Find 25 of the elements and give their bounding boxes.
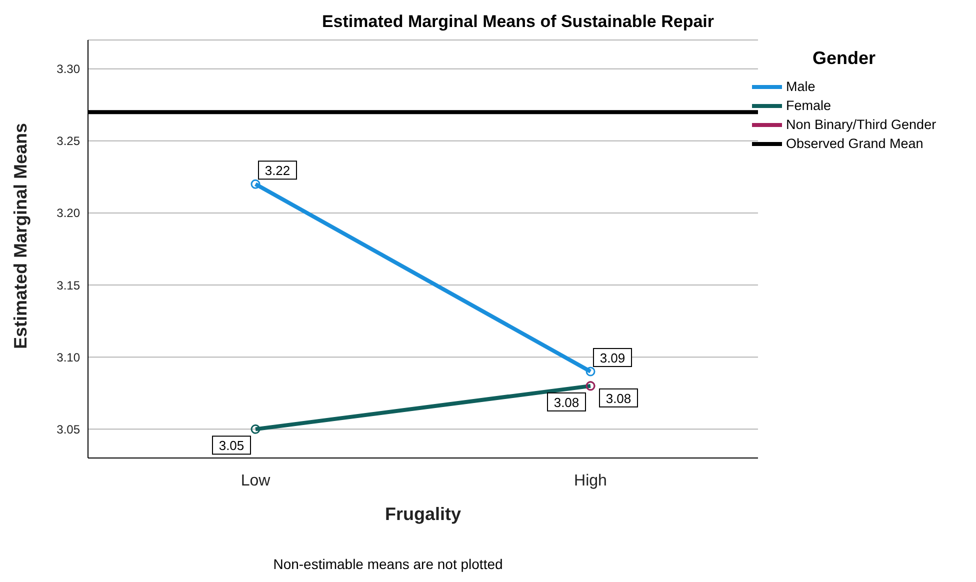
y-tick-label: 3.30 — [56, 62, 80, 76]
legend-label: Female — [786, 98, 832, 113]
x-axis-title: Frugality — [384, 504, 462, 524]
text: Non-estimable means are not plotted — [272, 556, 504, 572]
x-tick-label: High — [574, 472, 607, 490]
legend-label: Observed Grand Mean — [786, 136, 924, 151]
y-tick-label: 3.20 — [56, 206, 80, 220]
point — [250, 424, 260, 434]
point — [250, 179, 260, 189]
point — [586, 366, 596, 376]
data-label: 3.05 — [218, 438, 244, 454]
data-label: 3.22 — [264, 163, 290, 178]
chart-title: Estimated Marginal Means of Sustainable Repair — [320, 12, 716, 32]
x-tick-label: Low — [240, 472, 271, 490]
data-label: 3.08 — [554, 394, 580, 410]
data-label: 3.08 — [606, 390, 632, 406]
legend-label: Male — [786, 79, 816, 94]
y-axis-title: Estimated Marginal Means — [10, 122, 30, 349]
legend-title: Gender — [812, 48, 877, 69]
legend-label: Non Binary/Third Gender — [786, 117, 936, 132]
y-tick-label: 3.10 — [56, 350, 80, 364]
data-label: 3.09 — [600, 350, 626, 366]
y-tick-label: 3.25 — [56, 134, 80, 148]
y-tick-label: 3.15 — [56, 278, 80, 292]
y-tick-label: 3.05 — [56, 422, 80, 436]
